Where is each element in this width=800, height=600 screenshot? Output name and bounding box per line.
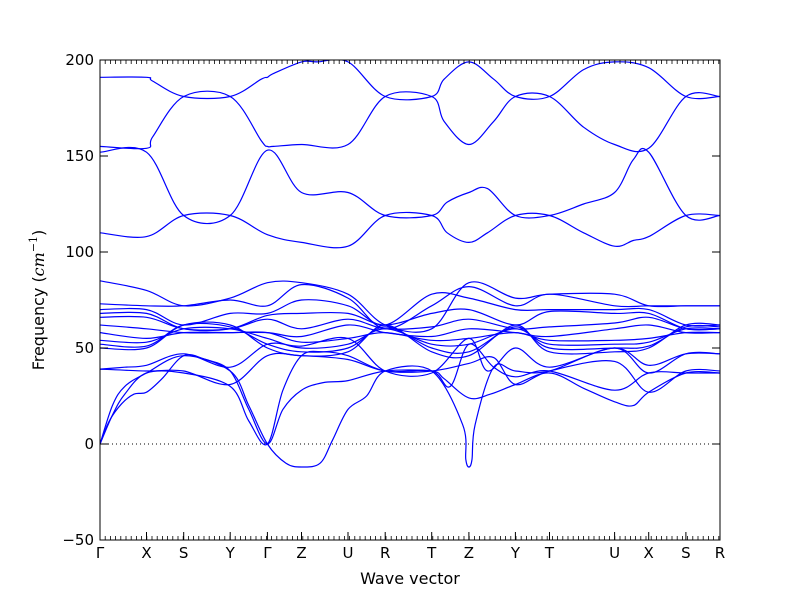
y-tick-label: −50 (62, 531, 94, 549)
band-lines (100, 60, 720, 468)
x-tick-label: R (380, 544, 390, 562)
band-branch-9 (100, 315, 720, 331)
band-branch-18 (100, 343, 720, 446)
x-tick-label: X (141, 544, 151, 562)
x-tick-label: Y (510, 544, 521, 562)
x-tick-label: Y (225, 544, 236, 562)
x-tick-label: S (179, 544, 189, 562)
band-branch-12 (100, 326, 720, 349)
axes-frame (99, 59, 721, 541)
y-axis-label: Frequency (cm−1) (27, 230, 48, 371)
x-tick-label: S (681, 544, 691, 562)
y-tick-label: 50 (75, 339, 94, 357)
band-branch-4 (100, 211, 720, 249)
x-tick-label: T (426, 544, 437, 562)
axes: −50 0 50 100 150 200 Γ X S Y Γ Z U R T Z Y T U X S R (62, 51, 725, 562)
x-tick-label: Γ (96, 544, 105, 562)
band-branch-17 (100, 353, 720, 445)
x-tick-label: Γ (263, 544, 272, 562)
plot-area (100, 60, 720, 468)
band-branch-6 (100, 283, 720, 330)
y-tick-label: 150 (65, 147, 94, 165)
x-tick-label: X (644, 544, 654, 562)
y-tick-label: 100 (65, 243, 94, 261)
band-branch-5 (100, 280, 720, 333)
x-tick-label: R (715, 544, 725, 562)
y-tick-label: 0 (84, 435, 94, 453)
x-tick-label: Z (296, 544, 306, 562)
band-branch-7 (100, 291, 720, 327)
band-branch-2 (100, 90, 720, 153)
band-branch-13 (100, 322, 720, 354)
x-tick-label: U (609, 544, 620, 562)
band-branch-19 (100, 347, 720, 468)
band-branch-3 (100, 146, 720, 225)
y-tick-label: 200 (65, 51, 94, 69)
x-tick-label: U (343, 544, 354, 562)
x-tick-label: Z (464, 544, 474, 562)
x-axis-label: Wave vector (360, 569, 460, 588)
band-branch-14 (100, 321, 720, 359)
x-tick-label: T (544, 544, 555, 562)
